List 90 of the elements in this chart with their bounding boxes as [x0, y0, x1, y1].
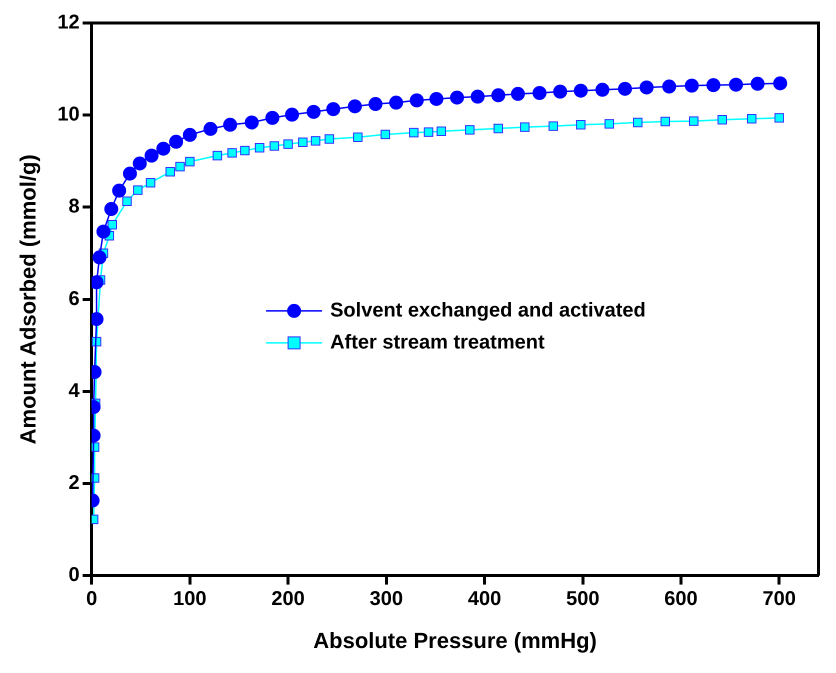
y-tick-label: 12 — [57, 12, 80, 34]
point — [633, 118, 643, 128]
point — [409, 128, 419, 138]
x-tick-label: 500 — [566, 588, 600, 610]
point — [684, 78, 699, 93]
point — [182, 128, 197, 142]
point — [491, 88, 506, 102]
point — [494, 124, 504, 134]
y-tick-label: 4 — [68, 380, 81, 402]
point — [773, 76, 788, 90]
point — [429, 92, 444, 106]
point — [112, 184, 126, 198]
x-tick-label: 100 — [173, 588, 207, 610]
point — [306, 104, 321, 119]
point — [389, 96, 404, 110]
y-axis-title: Amount Adsorbed (mmol/g) — [15, 154, 40, 444]
x-tick-label: 600 — [664, 588, 698, 610]
point — [298, 138, 308, 148]
point — [92, 250, 107, 264]
point — [185, 156, 195, 166]
point — [510, 86, 525, 101]
point — [175, 162, 185, 172]
point — [254, 143, 264, 153]
x-tick-label: 400 — [468, 588, 502, 610]
point — [156, 142, 170, 156]
point — [548, 121, 558, 131]
x-axis-title: Absolute Pressure (mmHg) — [313, 628, 597, 653]
point — [132, 156, 147, 170]
point — [144, 148, 159, 163]
point — [227, 148, 237, 158]
point — [122, 166, 137, 181]
point — [689, 116, 698, 126]
point — [595, 82, 610, 97]
point — [532, 86, 547, 100]
point — [774, 113, 784, 123]
point — [122, 196, 132, 206]
point — [520, 122, 530, 132]
point — [165, 167, 175, 176]
point — [660, 116, 670, 126]
point — [169, 134, 184, 149]
point — [574, 84, 588, 98]
point — [368, 97, 383, 112]
point — [750, 76, 765, 91]
point — [203, 122, 218, 136]
point — [96, 224, 110, 239]
point — [436, 126, 446, 136]
point — [285, 108, 300, 122]
point — [108, 220, 118, 230]
point — [470, 90, 485, 104]
point — [223, 118, 238, 132]
y-tick-label: 10 — [57, 104, 80, 126]
point — [348, 99, 362, 114]
point — [576, 120, 586, 130]
point — [380, 130, 390, 140]
point — [104, 202, 118, 216]
x-tick-label: 200 — [271, 588, 305, 610]
point — [553, 84, 568, 99]
point — [746, 114, 756, 124]
y-tick-label: 0 — [68, 564, 80, 586]
x-tick-label: 300 — [370, 588, 404, 610]
point — [618, 82, 632, 96]
point — [133, 185, 143, 195]
point — [240, 146, 250, 156]
x-tick-label: 700 — [762, 588, 796, 610]
point — [146, 178, 156, 188]
point — [410, 93, 424, 108]
point — [706, 78, 720, 92]
y-tick-label: 6 — [68, 288, 80, 310]
x-tick-label: 0 — [86, 588, 98, 610]
point — [326, 102, 340, 116]
point — [324, 134, 334, 144]
point — [265, 110, 280, 125]
point — [728, 78, 743, 92]
point — [450, 90, 464, 105]
y-tick-label: 8 — [68, 196, 80, 218]
point — [465, 125, 475, 135]
point — [212, 150, 222, 160]
point — [640, 80, 654, 94]
point — [283, 139, 293, 149]
point — [270, 141, 280, 151]
point — [662, 80, 676, 94]
legend-label: Solvent exchanged and activated — [330, 299, 646, 322]
point — [604, 119, 614, 129]
legend-label: After stream treatment — [330, 331, 545, 354]
point — [244, 115, 259, 130]
point — [310, 136, 320, 146]
point — [718, 114, 727, 124]
y-tick-label: 2 — [68, 472, 80, 494]
point — [424, 127, 434, 137]
point — [353, 132, 363, 142]
